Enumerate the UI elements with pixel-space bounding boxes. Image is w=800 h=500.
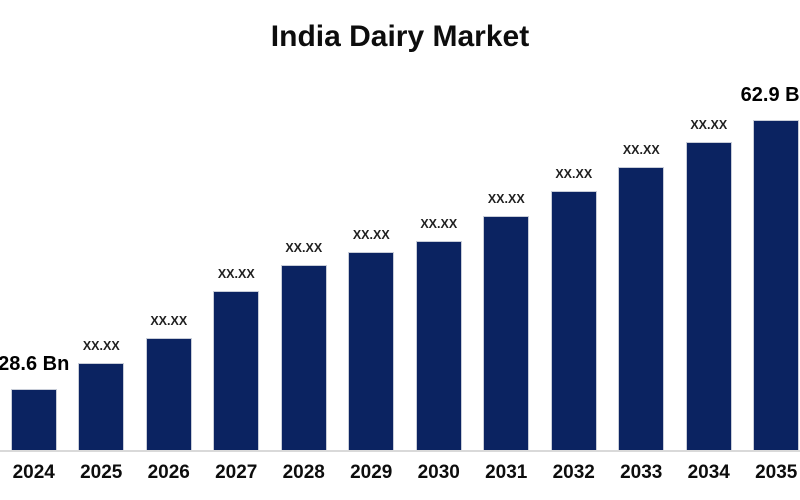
bar-value-label-2025: XX.XX [82,338,120,353]
bar-group-2024: 28.6 Bn [0,0,70,450]
bar-value-label-2028: XX.XX [285,240,323,255]
bar-2031 [483,216,530,450]
bar-value-label-2032: XX.XX [555,166,593,181]
x-tick-2035: 2035 [755,462,798,483]
x-tick-2027: 2027 [215,462,258,483]
bar-2034 [685,142,732,450]
bar-value-label-2034: XX.XX [690,117,728,132]
bar-value-label-2026: XX.XX [150,313,188,328]
x-tick-2033: 2033 [620,462,663,483]
bar-plot-area: 28.6 Bn XX.XX XX.XX XX.XX XX.XX XX.XX XX… [0,0,800,450]
x-tick-2025: 2025 [80,462,123,483]
bar-2032 [550,191,597,450]
bar-group-2030: XX.XX [405,0,473,450]
bar-group-2027: XX.XX [203,0,271,450]
x-tick-2029: 2029 [350,462,393,483]
bar-value-label-2031: XX.XX [487,191,525,206]
bar-2035 [753,120,800,450]
bar-group-2026: XX.XX [135,0,203,450]
x-tick-2034: 2034 [687,462,730,483]
bar-2026 [145,338,192,450]
bar-value-label-2027: XX.XX [217,266,255,281]
x-tick-2028: 2028 [282,462,325,483]
bar-group-2035: 62.9 Bn [740,0,800,450]
bar-group-2034: XX.XX [675,0,743,450]
bar-group-2032: XX.XX [540,0,608,450]
bar-2024 [10,389,57,450]
x-tick-2026: 2026 [147,462,190,483]
bar-2030 [415,241,462,450]
bar-value-label-2035: 62.9 Bn [740,84,800,106]
x-axis-labels: 2024 2025 2026 2027 2028 2029 2030 2031 … [0,462,800,484]
bar-value-label-2033: XX.XX [622,142,660,157]
chart-title: India Dairy Market [270,20,530,53]
x-tick-2030: 2030 [417,462,460,483]
bar-group-2028: XX.XX [270,0,338,450]
bar-value-label-2030: XX.XX [420,216,458,231]
bar-2028 [280,265,327,450]
bar-group-2029: XX.XX [338,0,406,450]
bar-2027 [213,291,260,450]
bar-value-label-2024: 28.6 Bn [0,353,70,375]
bar-2029 [348,252,395,450]
bar-value-label-2029: XX.XX [352,227,390,242]
bar-group-2033: XX.XX [608,0,676,450]
x-tick-2032: 2032 [552,462,595,483]
bar-2033 [618,167,665,450]
bar-2025 [78,363,125,450]
bar-group-2031: XX.XX [473,0,541,450]
bar-group-2025: XX.XX [68,0,136,450]
x-tick-2031: 2031 [485,462,528,483]
x-tick-2024: 2024 [12,462,55,483]
x-axis-line [0,450,800,452]
